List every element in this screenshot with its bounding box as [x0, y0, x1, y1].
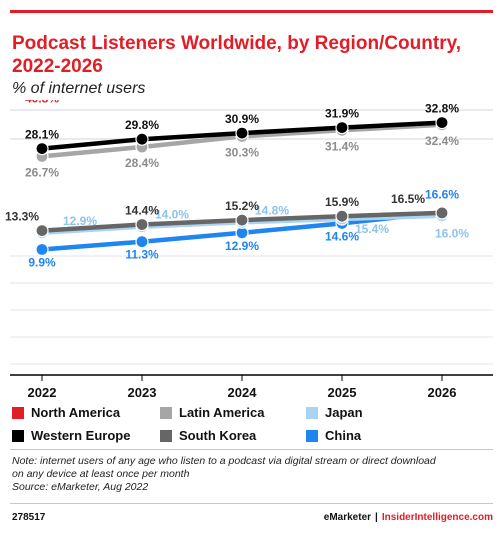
- chart-legend: North America Latin America Japan Western E…: [10, 405, 490, 449]
- chart-subtitle: % of internet users: [12, 80, 146, 97]
- point-south-korea-2023: [135, 217, 149, 232]
- legend-item-south-korea: South Korea: [160, 428, 256, 443]
- data-label-western-europe-2022: 28.1%: [25, 128, 59, 142]
- point-china-2023: [135, 235, 149, 249]
- data-label-japan-2026: 16.0%: [435, 227, 469, 241]
- data-label-western-europe-2024: 30.9%: [225, 112, 259, 126]
- chart-title: Podcast Listeners Worldwide, by Region/C…: [12, 32, 492, 78]
- data-label-japan-2024: 14.8%: [255, 203, 289, 217]
- note-line-2: on any device at least once per month: [12, 468, 190, 480]
- point-south-korea-2025: [335, 209, 349, 223]
- data-label-japan-2023: 14.0%: [155, 208, 189, 222]
- point-western-europe-2026: [435, 116, 449, 130]
- data-label-western-europe-2026: 32.8%: [425, 102, 459, 116]
- legend-label-north-america: North America: [31, 405, 121, 420]
- point-western-europe-2024: [235, 126, 249, 140]
- point-western-europe-2023: [135, 132, 149, 146]
- data-label-china-2023: 11.3%: [125, 248, 159, 262]
- data-label-latin-america-2022: 26.7%: [25, 165, 59, 179]
- point-western-europe-2022: [35, 141, 49, 156]
- data-label-china-2026: 16.6%: [425, 187, 459, 201]
- title-line-2: 2022-2026: [12, 56, 103, 77]
- x-tick-label-2024: 2024: [228, 385, 258, 400]
- brand-separator: |: [375, 512, 378, 523]
- legend-label-south-korea: South Korea: [179, 428, 257, 443]
- data-label-south-korea-2023: 14.4%: [125, 204, 159, 218]
- legend-item-japan: Japan: [306, 405, 363, 420]
- legend-item-western-europe: Western Europe: [12, 428, 130, 443]
- data-label-japan-2025: 15.4%: [355, 222, 389, 236]
- legend-label-china: China: [325, 428, 362, 443]
- legend-item-north-america: North America: [12, 405, 120, 420]
- point-china-2022: [35, 242, 49, 257]
- data-label-south-korea-2025: 15.9%: [325, 195, 359, 209]
- footer-divider: [10, 503, 493, 504]
- data-label-latin-america-2024: 30.3%: [225, 145, 259, 159]
- data-label-south-korea-2026: 16.5%: [391, 192, 425, 206]
- point-western-europe-2025: [335, 121, 349, 135]
- legend-swatch-latin-america: [160, 406, 172, 419]
- legend-swatch-china: [306, 429, 318, 442]
- footer-brand: eMarketer | InsiderIntelligence.com: [324, 512, 493, 523]
- legend-label-western-europe: Western Europe: [31, 428, 131, 443]
- x-tick-label-2023: 2023: [128, 385, 157, 400]
- point-south-korea-2026: [435, 206, 449, 220]
- note-line-1: Note: internet users of any age who list…: [12, 455, 436, 467]
- legend-label-japan: Japan: [325, 405, 363, 420]
- source-line: Source: eMarketer, Aug 2022: [12, 481, 149, 493]
- legend-item-china: China: [306, 428, 361, 443]
- legend-swatch-north-america: [12, 406, 24, 419]
- data-label-china-2025: 14.6%: [325, 229, 359, 243]
- data-label-south-korea-2024: 15.2%: [225, 199, 259, 213]
- x-tick-label-2022: 2022: [28, 385, 57, 400]
- data-label-western-europe-2025: 31.9%: [325, 107, 359, 121]
- x-tick-label-2025: 2025: [328, 385, 357, 400]
- data-label-japan-2022: 12.9%: [63, 214, 97, 228]
- note-divider: [10, 449, 493, 450]
- point-south-korea-2022: [35, 224, 49, 238]
- brand-insider-intelligence: InsiderIntelligence.com: [381, 512, 493, 523]
- chart-note: Note: internet users of any age who list…: [12, 455, 492, 494]
- data-label-latin-america-2023: 28.4%: [125, 156, 159, 170]
- legend-label-latin-america: Latin America: [179, 405, 265, 420]
- data-label-china-2024: 12.9%: [225, 239, 259, 253]
- legend-swatch-south-korea: [160, 429, 172, 442]
- chart-id: 278517: [12, 512, 46, 523]
- data-label-latin-america-2026: 32.4%: [425, 134, 459, 148]
- legend-item-latin-america: Latin America: [160, 405, 265, 420]
- legend-swatch-japan: [306, 406, 318, 419]
- top-accent-bar: [10, 10, 493, 13]
- title-line-1: Podcast Listeners Worldwide, by Region/C…: [12, 33, 462, 54]
- data-label-china-2022: 9.9%: [28, 256, 56, 270]
- brand-emarketer: eMarketer: [323, 512, 372, 523]
- line-chart: 2022 2023 2024 2025 20269.9%11.3%12.9%14.6%1…: [5, 100, 493, 400]
- x-tick-label-2026: 2026: [428, 385, 457, 400]
- point-south-korea-2024: [235, 213, 249, 227]
- data-label-latin-america-2025: 31.4%: [325, 139, 359, 153]
- data-label-western-europe-2023: 29.8%: [125, 118, 159, 132]
- legend-swatch-western-europe: [12, 429, 24, 442]
- data-label-north-america-2022: 40.8%: [25, 100, 59, 105]
- data-label-south-korea-2022: 13.3%: [5, 210, 39, 224]
